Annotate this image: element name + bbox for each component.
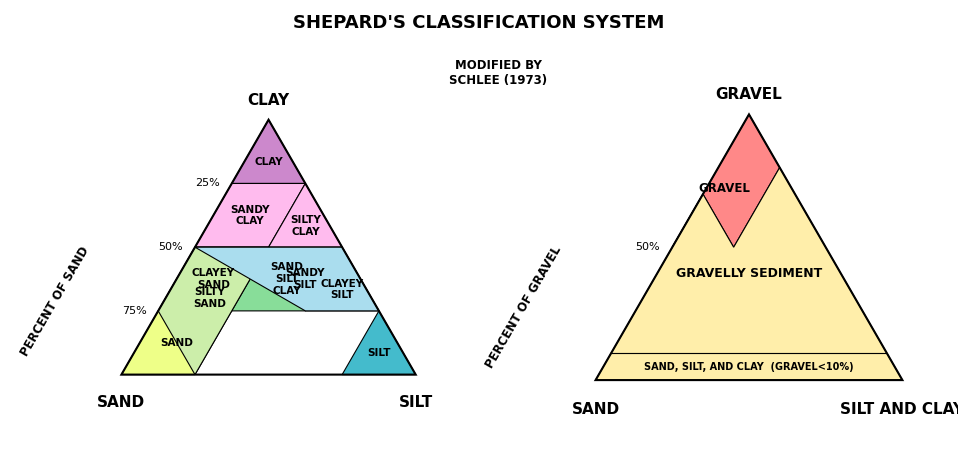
Text: 50%: 50% xyxy=(159,242,183,252)
Polygon shape xyxy=(268,183,342,247)
Text: CLAY: CLAY xyxy=(247,93,289,108)
Text: CLAYEY
SILT: CLAYEY SILT xyxy=(321,279,364,300)
Text: GRAVELLY SEDIMENT: GRAVELLY SEDIMENT xyxy=(675,267,822,280)
Polygon shape xyxy=(232,247,342,311)
Text: SILT AND CLAY: SILT AND CLAY xyxy=(840,402,958,417)
Polygon shape xyxy=(195,247,379,311)
Text: 75%: 75% xyxy=(122,306,147,316)
Text: SANDY
CLAY: SANDY CLAY xyxy=(231,204,270,226)
Polygon shape xyxy=(673,114,780,247)
Text: GRAVEL: GRAVEL xyxy=(698,182,750,195)
Polygon shape xyxy=(158,247,268,311)
Polygon shape xyxy=(195,183,306,247)
Text: SAND: SAND xyxy=(572,402,620,417)
Polygon shape xyxy=(232,120,306,183)
Text: 50%: 50% xyxy=(635,242,660,252)
Polygon shape xyxy=(306,247,379,311)
Text: CLAYEY
SAND: CLAYEY SAND xyxy=(192,268,235,290)
Text: GRAVEL: GRAVEL xyxy=(716,87,783,102)
Text: SILT: SILT xyxy=(399,395,433,410)
Text: SANDY
SILT: SANDY SILT xyxy=(285,268,325,290)
Text: SAND: SAND xyxy=(160,338,193,348)
Text: PERCENT OF SAND: PERCENT OF SAND xyxy=(18,244,92,358)
Text: PERCENT OF GRAVEL: PERCENT OF GRAVEL xyxy=(484,244,564,371)
Text: SILTY
CLAY: SILTY CLAY xyxy=(290,215,321,237)
Text: SAND, SILT, AND CLAY  (GRAVEL<10%): SAND, SILT, AND CLAY (GRAVEL<10%) xyxy=(644,362,854,372)
Polygon shape xyxy=(342,311,416,374)
Text: SHEPARD'S CLASSIFICATION SYSTEM: SHEPARD'S CLASSIFICATION SYSTEM xyxy=(293,14,665,32)
Text: SILT: SILT xyxy=(367,349,391,359)
Polygon shape xyxy=(158,247,268,374)
Text: SAND: SAND xyxy=(98,395,146,410)
Text: CLAY: CLAY xyxy=(254,157,283,167)
Text: SILTY
SAND: SILTY SAND xyxy=(194,288,226,309)
Text: 25%: 25% xyxy=(195,178,220,188)
Text: MODIFIED BY
SCHLEE (1973): MODIFIED BY SCHLEE (1973) xyxy=(449,59,547,87)
Text: SAND
SILT
CLAY: SAND SILT CLAY xyxy=(270,263,304,296)
Polygon shape xyxy=(596,354,902,380)
Polygon shape xyxy=(611,167,887,354)
Polygon shape xyxy=(122,311,232,374)
